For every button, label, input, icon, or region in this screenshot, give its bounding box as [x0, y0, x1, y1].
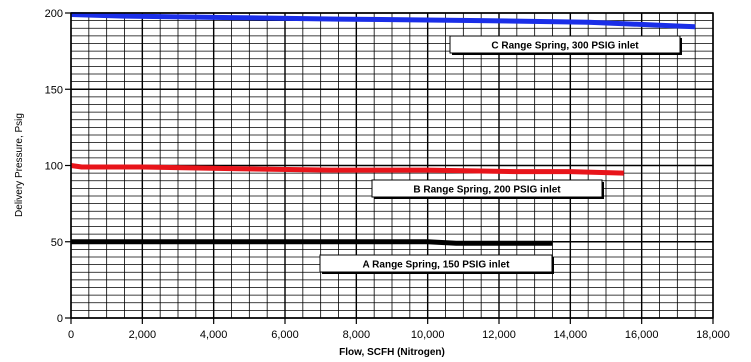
x-tick-label: 10,000 [411, 329, 445, 341]
x-tick-label: 12,000 [482, 329, 516, 341]
series-layer [70, 12, 696, 246]
y-tick-label: 100 [45, 161, 63, 173]
annotation-text: B Range Spring, 200 PSIG inlet [413, 185, 561, 196]
series-line-c [70, 12, 696, 30]
y-tick-label: 150 [45, 84, 63, 96]
x-tick-label: 18,000 [696, 329, 730, 341]
annotation-text: C Range Spring, 300 PSIG inlet [491, 41, 639, 52]
y-tick-label: 0 [57, 313, 63, 325]
x-tick-label: 6,000 [271, 329, 299, 341]
annotation-c: C Range Spring, 300 PSIG inlet [449, 35, 682, 55]
annotation-a: A Range Spring, 150 PSIG inlet [319, 254, 554, 274]
x-tick-label: 14,000 [554, 329, 588, 341]
series-line-b [70, 163, 624, 176]
annotation-box [319, 254, 553, 273]
x-tick-label: 4,000 [200, 329, 228, 341]
annotation-box [449, 35, 681, 54]
annotation-b: B Range Spring, 200 PSIG inlet [371, 179, 604, 199]
series-line-a [71, 239, 553, 246]
x-axis-ticks: 0 2,000 4,000 6,000 8,000 10,000 12,000 14,000 1… [68, 318, 730, 341]
x-tick-label: 16,000 [625, 329, 659, 341]
y-axis-ticks: 0 50 100 150 200 [45, 8, 71, 325]
annotation-text: A Range Spring, 150 PSIG inlet [363, 260, 511, 271]
annotation-box [371, 179, 603, 198]
x-tick-label: 2,000 [129, 329, 157, 341]
y-tick-label: 200 [45, 8, 63, 20]
annotation-layer: C Range Spring, 300 PSIG inlet B Range Sp… [319, 35, 682, 274]
x-tick-label: 8,000 [343, 329, 371, 341]
y-tick-label: 50 [51, 237, 63, 249]
x-tick-label: 0 [68, 329, 74, 341]
x-axis-title: Flow, SCFH (Nitrogen) [339, 347, 445, 358]
y-axis-title: Delivery Pressure, Psig [14, 113, 25, 217]
